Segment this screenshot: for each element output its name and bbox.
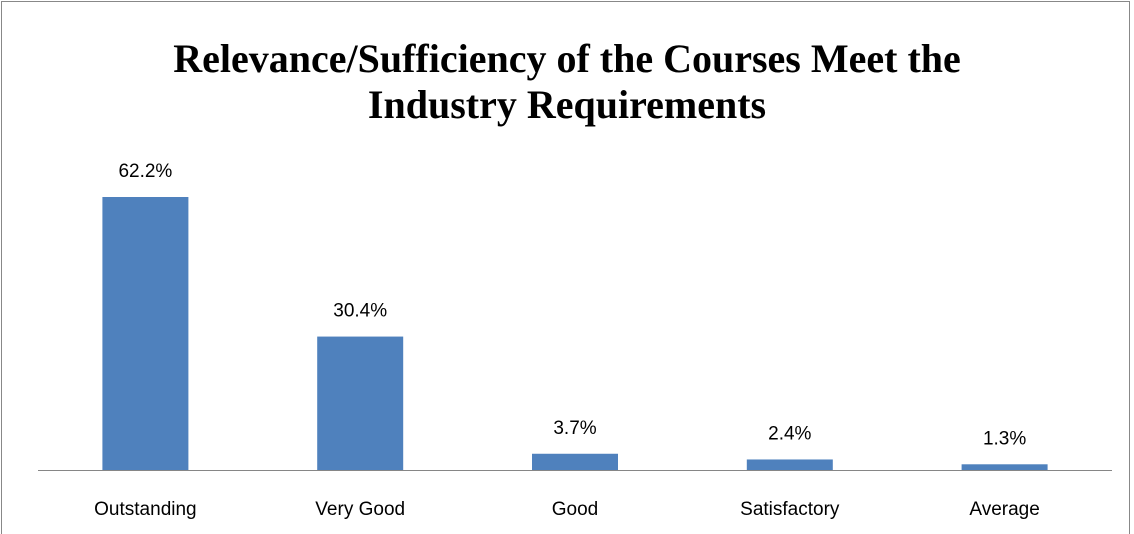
- bar: [746, 459, 833, 470]
- x-tick-label: Outstanding: [94, 499, 196, 520]
- value-label: 2.4%: [768, 423, 811, 444]
- bar: [317, 336, 404, 470]
- x-tick-label: Very Good: [315, 499, 405, 520]
- value-label: 30.4%: [333, 301, 387, 322]
- bar: [532, 453, 618, 470]
- bar: [961, 464, 1048, 470]
- value-label: 1.3%: [983, 428, 1026, 449]
- chart-title: Relevance/Sufficiency of the Courses Mee…: [173, 36, 961, 127]
- x-tick-label: Average: [969, 499, 1039, 520]
- value-label: 62.2%: [118, 161, 172, 182]
- value-label: 3.7%: [553, 418, 596, 439]
- x-tick-label: Good: [552, 499, 598, 520]
- x-tick-label: Satisfactory: [740, 499, 840, 520]
- bar: [102, 197, 189, 470]
